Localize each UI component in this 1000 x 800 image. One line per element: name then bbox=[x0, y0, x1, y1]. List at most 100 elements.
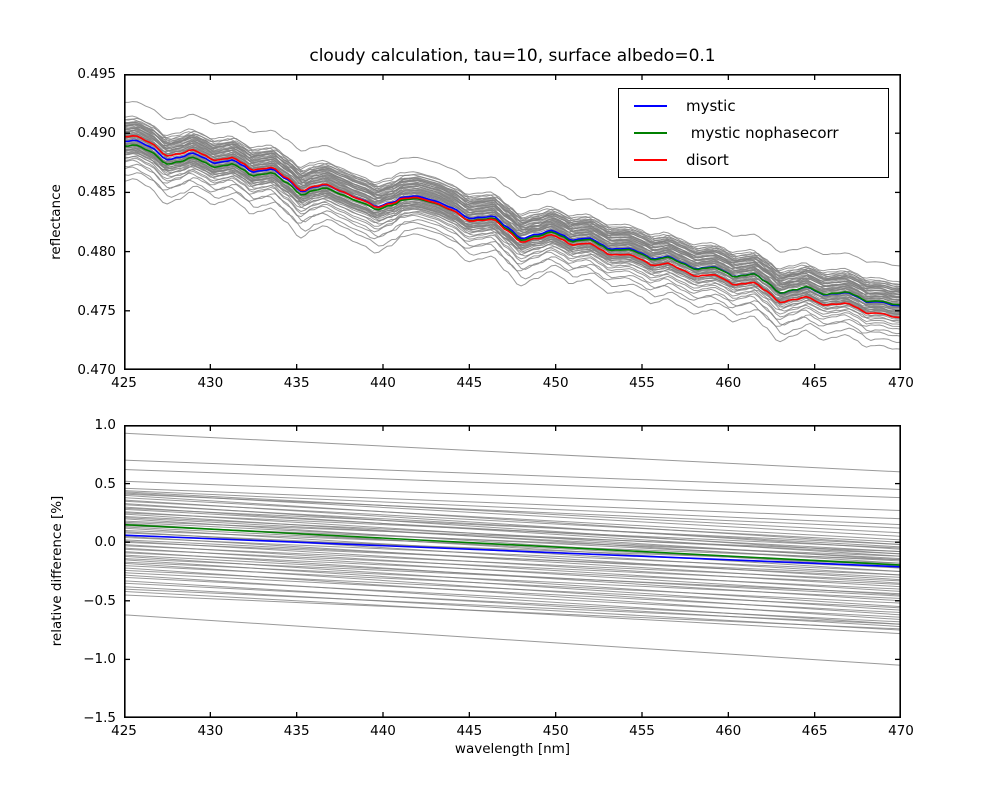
ensemble-line bbox=[124, 497, 901, 541]
ensemble-line bbox=[124, 123, 901, 290]
top-x-tick-labels: 425 430 435 440 445 450 455 460 465 470 bbox=[111, 375, 914, 393]
ensemble-line bbox=[124, 152, 901, 322]
ensemble-line bbox=[124, 507, 901, 546]
ensemble-line bbox=[124, 565, 901, 604]
legend-entry-nophasecorr: mystic nophasecorr bbox=[619, 119, 888, 146]
ensemble-line bbox=[124, 558, 901, 595]
ensemble-line bbox=[124, 133, 901, 299]
ensemble-line bbox=[124, 548, 901, 585]
top-axes-plot-area bbox=[124, 74, 901, 370]
y-tick-label: −0.5 bbox=[83, 592, 116, 609]
ensemble-line bbox=[124, 480, 901, 512]
ensemble-line bbox=[124, 491, 901, 534]
top-y-tick-labels: 0.470 0.475 0.480 0.485 0.490 0.495 bbox=[0, 66, 124, 378]
ensemble-line bbox=[124, 136, 901, 303]
series-line-nophasecorr bbox=[124, 523, 901, 566]
ensemble-line bbox=[124, 590, 901, 635]
legend-line-sample-mystic bbox=[634, 104, 667, 107]
ensemble-line bbox=[124, 537, 901, 572]
ensemble-line bbox=[124, 158, 901, 327]
y-tick-label: −1.0 bbox=[83, 651, 116, 668]
y-tick-label: 0.490 bbox=[77, 125, 116, 142]
ensemble-line bbox=[124, 544, 901, 592]
bottom-y-tick-labels: 1.0 0.5 0.0 −0.5 −1.0 −1.5 bbox=[0, 417, 124, 726]
ensemble-line bbox=[124, 582, 901, 623]
ensemble-line bbox=[124, 151, 901, 319]
series-line-mystic bbox=[124, 534, 901, 568]
x-tick-label: 450 bbox=[542, 375, 569, 391]
ensemble-line bbox=[124, 159, 901, 330]
ensemble-line bbox=[124, 172, 901, 343]
ensemble-line bbox=[124, 469, 901, 499]
ensemble-line bbox=[124, 504, 901, 548]
x-tick-label: 425 bbox=[111, 723, 137, 739]
y-tick-label: 0.485 bbox=[77, 184, 116, 201]
ensemble-line bbox=[124, 459, 901, 490]
bottom-x-axis-label: wavelength [nm] bbox=[454, 741, 571, 757]
ensemble-line bbox=[124, 572, 901, 614]
ensemble-line bbox=[124, 547, 901, 596]
plot-title: cloudy calculation, tau=10, surface albe… bbox=[309, 46, 716, 66]
x-tick-label: 445 bbox=[456, 723, 483, 739]
ensemble-line bbox=[124, 580, 901, 628]
x-tick-label: 435 bbox=[283, 723, 310, 739]
x-tick-label: 435 bbox=[283, 375, 310, 391]
ensemble-line bbox=[124, 569, 901, 609]
legend-line-sample-nophasecorr bbox=[634, 131, 667, 134]
ensemble-line bbox=[124, 155, 901, 323]
axes-frame bbox=[124, 74, 901, 370]
ensemble-line bbox=[124, 117, 901, 286]
ensemble-line bbox=[124, 576, 901, 618]
legend-entry-mystic: mystic bbox=[619, 92, 888, 119]
ensemble-line bbox=[124, 101, 901, 267]
y-tick-label: −1.5 bbox=[83, 710, 116, 726]
ensemble-line bbox=[124, 156, 901, 325]
ensemble-line bbox=[124, 541, 901, 576]
x-tick-label: 445 bbox=[456, 375, 483, 391]
x-tick-label: 430 bbox=[197, 723, 224, 739]
y-tick-label: 0.0 bbox=[94, 534, 116, 551]
legend-line-sample-disort bbox=[634, 159, 667, 162]
ensemble-line bbox=[124, 494, 901, 546]
x-tick-label: 465 bbox=[801, 375, 828, 391]
ensemble-line bbox=[124, 518, 901, 569]
x-tick-label: 425 bbox=[111, 375, 137, 391]
ensemble-line bbox=[124, 515, 901, 555]
x-tick-label: 470 bbox=[888, 723, 914, 739]
bottom-axes-plot-area bbox=[124, 425, 901, 718]
y-tick-label: 0.475 bbox=[77, 302, 116, 319]
ensemble-line bbox=[124, 520, 901, 553]
x-tick-label: 470 bbox=[888, 375, 914, 391]
ensemble-line bbox=[124, 121, 901, 288]
y-tick-label: 0.470 bbox=[77, 362, 116, 378]
ensemble-line bbox=[124, 588, 901, 625]
bottom-x-tick-labels: 425 430 435 440 445 450 455 460 465 470 bbox=[111, 723, 914, 741]
legend-entry-disort: disort bbox=[619, 147, 888, 174]
y-tick-label: 0.5 bbox=[94, 475, 116, 492]
legend-label-disort: disort bbox=[686, 151, 729, 170]
series-line-disort bbox=[124, 134, 901, 319]
legend-label-nophasecorr: mystic nophasecorr bbox=[686, 123, 839, 142]
x-tick-label: 430 bbox=[197, 375, 224, 391]
ensemble-line bbox=[124, 490, 901, 526]
ensemble-line bbox=[124, 493, 901, 529]
ensemble-line bbox=[124, 614, 901, 666]
series-line-nophasecorr bbox=[124, 144, 901, 306]
x-tick-label: 460 bbox=[715, 723, 742, 739]
ensemble-line bbox=[124, 545, 901, 582]
ensemble-line bbox=[124, 574, 901, 625]
ensemble-line bbox=[124, 512, 901, 549]
legend: mystic mystic nophasecorr disort bbox=[618, 88, 889, 178]
x-tick-label: 460 bbox=[715, 375, 742, 391]
ensemble-line bbox=[124, 517, 901, 560]
ensemble-line bbox=[124, 135, 901, 302]
x-tick-label: 455 bbox=[629, 723, 655, 739]
ensemble-line bbox=[124, 526, 901, 567]
ensemble-line bbox=[124, 166, 901, 337]
ensemble-line bbox=[124, 138, 901, 306]
y-tick-label: 0.480 bbox=[77, 243, 116, 260]
y-tick-label: 1.0 bbox=[94, 417, 116, 433]
ensemble-line bbox=[124, 178, 901, 350]
ensemble-line bbox=[124, 540, 901, 588]
